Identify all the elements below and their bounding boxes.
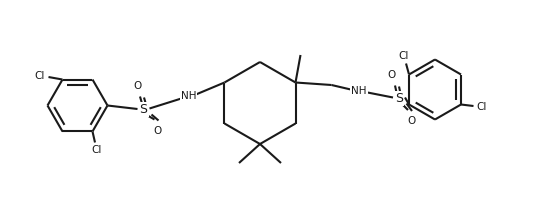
Text: S: S bbox=[139, 103, 147, 116]
Text: O: O bbox=[133, 80, 141, 90]
Text: Cl: Cl bbox=[477, 102, 487, 112]
Text: Cl: Cl bbox=[91, 145, 102, 156]
Text: Cl: Cl bbox=[35, 71, 45, 80]
Text: O: O bbox=[407, 116, 416, 126]
Text: S: S bbox=[395, 92, 403, 105]
Text: Cl: Cl bbox=[399, 51, 409, 61]
Text: O: O bbox=[387, 69, 395, 79]
Text: O: O bbox=[153, 125, 162, 135]
Text: NH: NH bbox=[181, 90, 196, 100]
Text: NH: NH bbox=[351, 86, 367, 96]
